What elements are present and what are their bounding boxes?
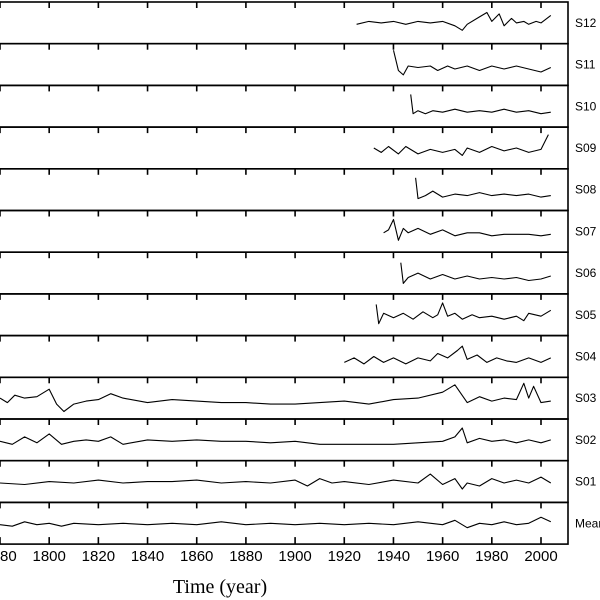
- series-line-s02: [0, 427, 551, 445]
- series-label: S07: [575, 224, 597, 238]
- x-tick-label: 1860: [180, 548, 213, 565]
- series-line-s04: [344, 345, 552, 365]
- x-tick-label: 1820: [82, 548, 115, 565]
- x-axis-label: Time (year): [173, 576, 267, 598]
- panel-s03: S03: [0, 376, 597, 420]
- panel-s11: S11: [0, 42, 596, 87]
- series-label: S06: [575, 266, 597, 280]
- panel-frame: [0, 84, 569, 128]
- series-label: S02: [575, 433, 597, 447]
- series-label: S04: [575, 349, 597, 363]
- series-label: S05: [575, 308, 597, 322]
- panel-s07: S07: [0, 209, 597, 254]
- x-tick-label: 1840: [131, 548, 164, 565]
- series-label: S10: [575, 99, 597, 113]
- panel-s10: S10: [0, 84, 597, 128]
- panel-frame: [0, 334, 569, 379]
- series-line-s12: [356, 11, 552, 31]
- panel-frame: [0, 209, 569, 254]
- x-tick-label: 2000: [524, 548, 557, 565]
- x-tick-label: 1980: [475, 548, 508, 565]
- x-tick-label: 1920: [328, 548, 361, 565]
- panel-s09: S09: [0, 126, 597, 170]
- series-line-mean: [0, 516, 552, 529]
- series-line-s11: [392, 50, 552, 76]
- series-line-s10: [410, 94, 551, 115]
- series-line-s01: [0, 473, 552, 490]
- panel-frame: [0, 1, 569, 45]
- series-line-s06: [400, 262, 551, 284]
- x-tick-label: 1880: [229, 548, 262, 565]
- x-tick-label: 1940: [377, 548, 410, 565]
- series-line-s07: [383, 218, 551, 241]
- series-label: S12: [575, 16, 597, 30]
- series-label: S11: [575, 58, 596, 72]
- panel-frame: [0, 293, 569, 337]
- x-tick-label: 1780: [0, 548, 17, 565]
- series-line-s08: [415, 177, 551, 200]
- series-label: S01: [575, 475, 597, 489]
- panel-mean: Mean: [0, 501, 600, 545]
- x-tick-label: 1800: [32, 548, 65, 565]
- panel-frame: [0, 42, 569, 87]
- series-label: S08: [575, 183, 597, 197]
- x-tick-label: 1960: [426, 548, 459, 565]
- x-tick-label: 1900: [278, 548, 311, 565]
- panel-frame: [0, 168, 569, 212]
- chart-panels: S12 S11 S10 S09 S08 S07 S06 S05 S04 S03 S02 S01 Mean: [0, 1, 600, 545]
- series-line-s05: [375, 302, 552, 325]
- series-label: Mean: [575, 516, 600, 530]
- panel-s12: S12: [0, 1, 597, 45]
- x-axis-ticks: 1780 1800 1820 1840 1860 1880 1900 1920 1940 1960…: [0, 537, 558, 565]
- series-label: S03: [575, 391, 597, 405]
- series-line-s09: [373, 134, 549, 156]
- panel-s05: S05: [0, 293, 597, 337]
- panel-s02: S02: [0, 418, 597, 462]
- series-line-s03: [0, 382, 551, 413]
- panel-frame: [0, 251, 569, 295]
- panel-s04: S04: [0, 334, 597, 379]
- panel-s08: S08: [0, 168, 597, 212]
- panel-s06: S06: [0, 251, 597, 295]
- series-label: S09: [575, 141, 597, 155]
- panel-frame: [0, 126, 569, 170]
- panel-frame: [0, 501, 569, 545]
- panel-s01: S01: [0, 459, 597, 504]
